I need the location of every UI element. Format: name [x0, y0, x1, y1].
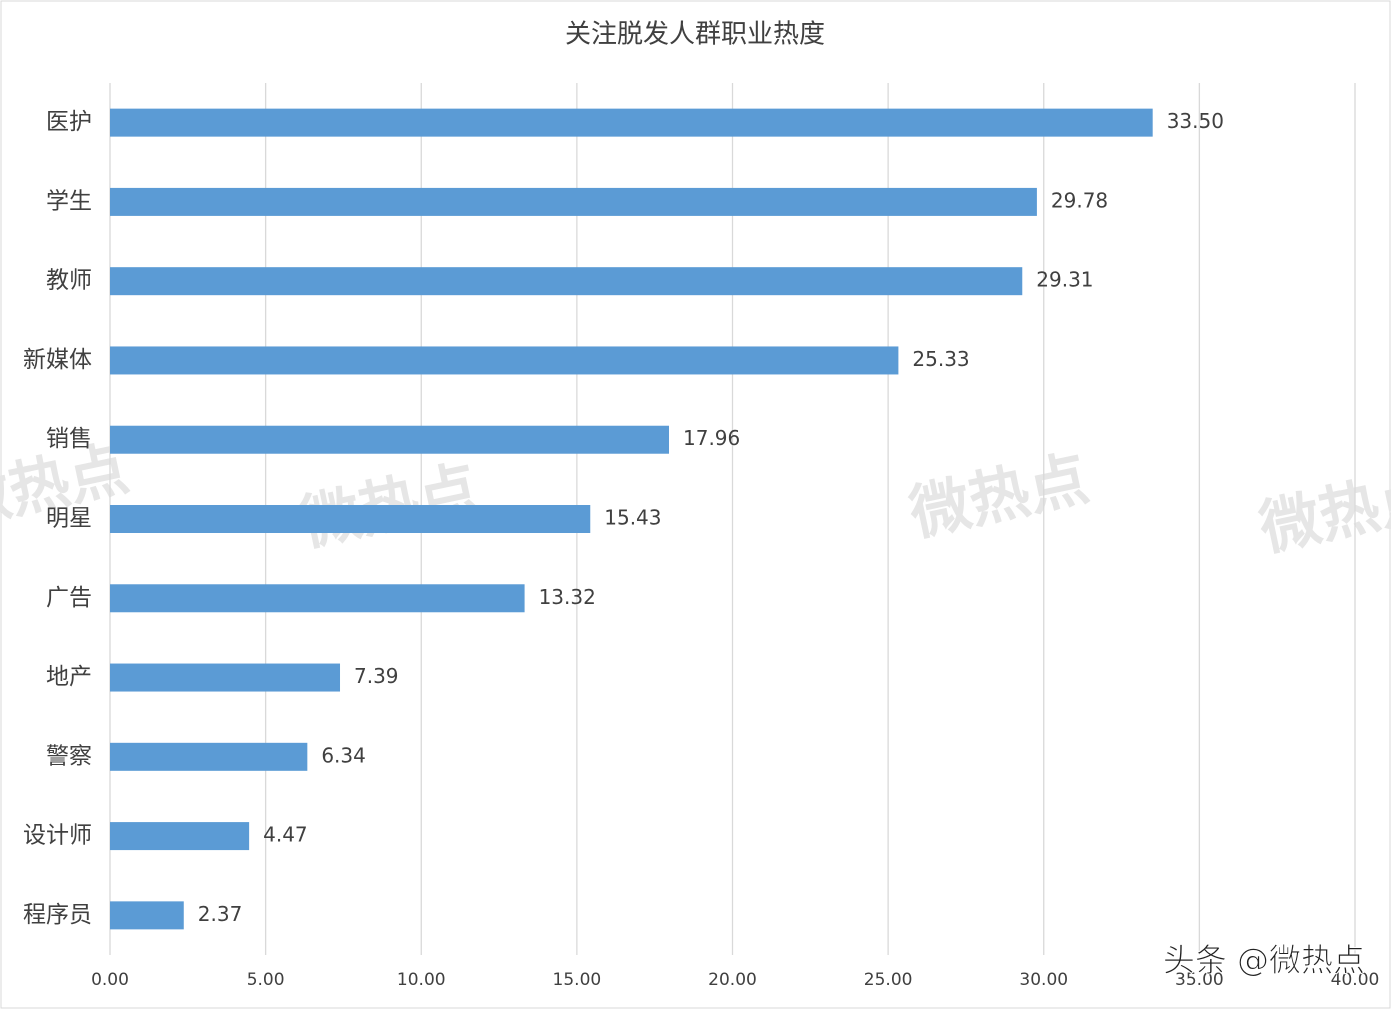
data-label: 29.31: [1036, 268, 1093, 292]
bar: [110, 346, 899, 375]
bar: [110, 108, 1153, 137]
y-tick-label: 警察: [46, 743, 92, 769]
y-tick-label: 广告: [46, 585, 92, 611]
y-tick-label: 设计师: [23, 823, 92, 849]
y-tick-label: 明星: [46, 506, 92, 532]
bar: [110, 267, 1023, 296]
bar: [110, 742, 308, 771]
bar: [110, 425, 670, 454]
data-label: 17.96: [683, 426, 740, 450]
x-tick-label: 30.00: [1019, 970, 1068, 990]
data-label: 29.78: [1051, 188, 1108, 212]
y-tick-label: 销售: [46, 426, 92, 452]
data-label: 33.50: [1167, 109, 1224, 133]
y-tick-label: 程序员: [23, 902, 92, 928]
y-tick-label: 学生: [46, 188, 92, 214]
y-tick-label: 地产: [46, 664, 92, 690]
data-label: 7.39: [354, 664, 399, 688]
footer-watermark: 头条 @微热点: [1163, 941, 1365, 979]
x-tick-label: 0.00: [91, 970, 129, 990]
bar: [110, 505, 591, 533]
bar: [110, 584, 525, 613]
data-label: 15.43: [604, 506, 661, 530]
chart-title: 关注脱发人群职业热度: [565, 20, 825, 50]
data-label: 13.32: [539, 585, 596, 609]
bar: [110, 822, 250, 851]
x-tick-label: 15.00: [553, 970, 602, 990]
bar: [110, 187, 1037, 216]
y-tick-label: 医护: [46, 109, 92, 135]
x-tick-label: 40.00: [1331, 970, 1380, 990]
y-tick-label: 教师: [46, 268, 92, 294]
x-tick-label: 25.00: [864, 970, 913, 990]
y-tick-label: 新媒体: [23, 347, 92, 373]
data-label: 4.47: [263, 823, 308, 847]
data-label: 25.33: [912, 347, 969, 371]
data-label: 6.34: [321, 743, 366, 767]
data-label: 2.37: [198, 902, 243, 926]
x-tick-label: 20.00: [708, 970, 757, 990]
x-tick-label: 35.00: [1175, 970, 1224, 990]
bar: [110, 901, 184, 930]
x-tick-label: 10.00: [397, 970, 446, 990]
bar: [110, 663, 341, 692]
x-tick-label: 5.00: [247, 970, 285, 990]
